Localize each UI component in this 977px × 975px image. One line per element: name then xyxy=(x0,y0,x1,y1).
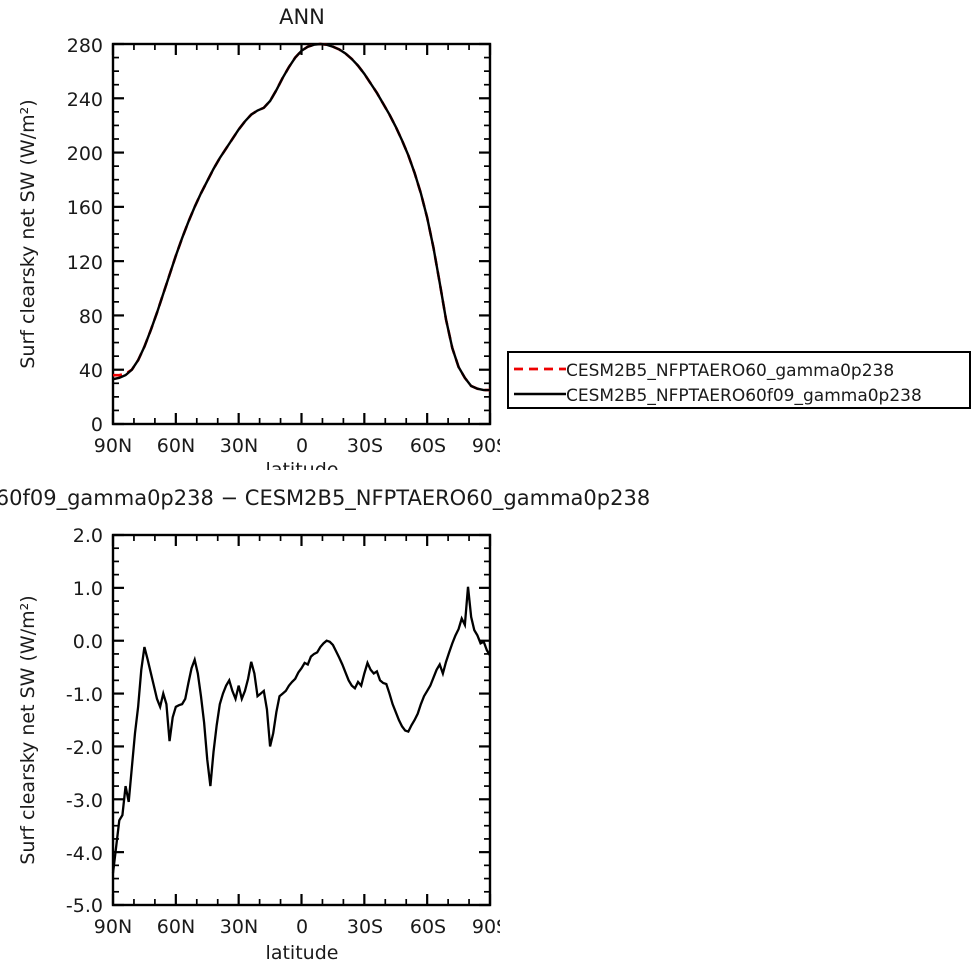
difference-chart-xlabel: latitude xyxy=(266,942,339,964)
xtick-60S: 60S xyxy=(410,916,446,938)
xtick-90N: 90N xyxy=(94,435,132,457)
ytick-m2p0: -2.0 xyxy=(66,737,103,759)
legend-svg: CESM2B5_NFPTAERO60_gamma0p238 CESM2B5_NF… xyxy=(507,351,971,409)
ytick-0p0: 0.0 xyxy=(73,631,103,653)
ytick-200: 200 xyxy=(67,143,103,165)
top-chart-xlabel: latitude xyxy=(266,459,339,470)
xtick-90S: 90S xyxy=(472,435,500,457)
ytick-m5p0: -5.0 xyxy=(66,895,103,917)
difference-chart-frame xyxy=(111,533,492,907)
series-line-aero60f09 xyxy=(112,42,490,392)
legend-box xyxy=(507,351,971,409)
ytick-40: 40 xyxy=(79,360,103,382)
ytick-0: 0 xyxy=(91,414,103,436)
ytick-160: 160 xyxy=(67,197,103,219)
top-chart-title: ANN xyxy=(279,5,325,29)
xtick-0: 0 xyxy=(296,916,308,938)
legend-panel: CESM2B5_NFPTAERO60_gamma0p238 CESM2B5_NF… xyxy=(505,348,973,412)
ytick-m1p0: -1.0 xyxy=(66,684,103,706)
top-chart-svg: ANN Surf clearsky net SW (W/m²) 280 240 … xyxy=(17,5,500,470)
difference-chart-ylabel: Surf clearsky net SW (W/m²) xyxy=(17,595,39,864)
top-chart-panel: ANN Surf clearsky net SW (W/m²) 280 240 … xyxy=(0,0,500,470)
top-chart-ticks xyxy=(111,42,492,426)
xtick-90N: 90N xyxy=(94,916,132,938)
difference-title: AERO60f09_gamma0p238 − CESM2B5_NFPTAERO6… xyxy=(0,486,700,514)
ytick-m3p0: -3.0 xyxy=(66,790,103,812)
ytick-m4p0: -4.0 xyxy=(66,843,103,865)
legend-label-aero60f09: CESM2B5_NFPTAERO60f09_gamma0p238 xyxy=(566,386,922,406)
ytick-2p0: 2.0 xyxy=(73,525,103,547)
xtick-30N: 30N xyxy=(220,916,258,938)
difference-chart-panel: Surf clearsky net SW (W/m²) 2.0 1.0 0.0 … xyxy=(0,515,500,975)
series-line-aero60 xyxy=(113,42,490,392)
top-chart-yticklabels: 280 240 200 160 120 80 40 0 xyxy=(67,35,103,436)
top-chart-xticklabels: 90N 60N 30N 0 30S 60S 90S xyxy=(94,435,500,457)
ytick-120: 120 xyxy=(67,252,103,274)
difference-chart-ticks xyxy=(111,533,492,907)
xtick-30S: 30S xyxy=(347,435,383,457)
difference-chart-xticklabels: 90N 60N 30N 0 30S 60S 90S xyxy=(94,916,500,938)
ytick-280: 280 xyxy=(67,35,103,57)
ytick-1p0: 1.0 xyxy=(73,578,103,600)
legend-entry-aero60[interactable]: CESM2B5_NFPTAERO60_gamma0p238 xyxy=(514,361,894,381)
top-chart-frame xyxy=(111,42,492,426)
xtick-0: 0 xyxy=(296,435,308,457)
xtick-60N: 60N xyxy=(157,916,195,938)
xtick-30S: 30S xyxy=(347,916,383,938)
difference-chart-svg: Surf clearsky net SW (W/m²) 2.0 1.0 0.0 … xyxy=(17,525,500,964)
legend-entry-aero60f09[interactable]: CESM2B5_NFPTAERO60f09_gamma0p238 xyxy=(514,386,922,406)
top-chart-ylabel: Surf clearsky net SW (W/m²) xyxy=(17,99,39,368)
difference-chart-yticklabels: 2.0 1.0 0.0 -1.0 -2.0 -3.0 -4.0 -5.0 xyxy=(66,525,103,917)
legend-label-aero60: CESM2B5_NFPTAERO60_gamma0p238 xyxy=(566,361,894,381)
xtick-90S: 90S xyxy=(472,916,500,938)
difference-title-text: AERO60f09_gamma0p238 − CESM2B5_NFPTAERO6… xyxy=(0,486,651,510)
xtick-30N: 30N xyxy=(220,435,258,457)
ytick-240: 240 xyxy=(67,89,103,111)
xtick-60N: 60N xyxy=(157,435,195,457)
series-line-difference xyxy=(111,586,491,874)
xtick-60S: 60S xyxy=(410,435,446,457)
ytick-80: 80 xyxy=(79,306,103,328)
